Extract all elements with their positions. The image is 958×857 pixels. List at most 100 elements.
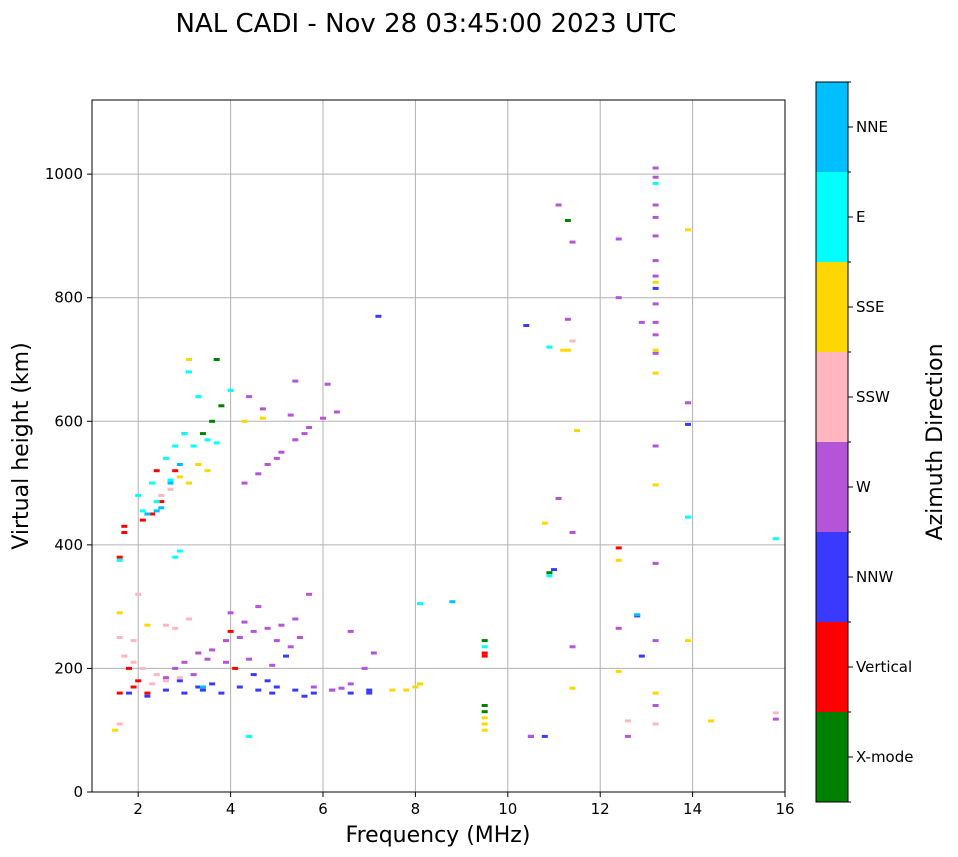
echo-point bbox=[204, 469, 211, 473]
echo-point bbox=[615, 670, 622, 673]
echo-point bbox=[269, 663, 276, 667]
echo-point bbox=[564, 219, 571, 222]
echo-point bbox=[181, 432, 188, 436]
echo-point bbox=[162, 679, 169, 683]
echo-point bbox=[417, 682, 423, 686]
echo-point bbox=[306, 426, 313, 429]
echo-point bbox=[144, 512, 151, 516]
echo-point bbox=[772, 537, 779, 541]
echo-point bbox=[652, 259, 659, 263]
x-axis-label: Frequency (MHz) bbox=[346, 823, 531, 848]
axis-ticks: 2 4 6 8 10 12 14 16 0 200 400 600 800 1000 bbox=[45, 165, 795, 818]
echo-point bbox=[273, 685, 280, 689]
echo-point bbox=[158, 493, 165, 497]
echo-point bbox=[218, 691, 225, 695]
echo-point bbox=[278, 450, 285, 454]
echo-point bbox=[162, 688, 169, 692]
echo-point bbox=[149, 481, 156, 485]
echo-point bbox=[652, 348, 659, 352]
echo-point bbox=[186, 617, 192, 621]
echo-point bbox=[162, 623, 169, 627]
echo-point bbox=[287, 413, 294, 417]
echo-point bbox=[292, 379, 299, 383]
echo-point bbox=[638, 654, 645, 658]
echo-point bbox=[708, 719, 715, 723]
echo-point bbox=[347, 629, 354, 633]
echo-point bbox=[232, 666, 239, 670]
y-tick-label: 0 bbox=[73, 783, 83, 801]
echo-point bbox=[389, 688, 396, 692]
echo-point bbox=[366, 691, 373, 695]
echo-point bbox=[481, 716, 488, 720]
echo-point bbox=[652, 280, 659, 284]
echo-point bbox=[186, 481, 192, 485]
colorbar: X-mode Vertical NNW W SSW SSE E NNE bbox=[815, 81, 913, 803]
echo-point bbox=[638, 320, 645, 324]
echo-point bbox=[320, 416, 326, 420]
echo-point bbox=[153, 469, 160, 473]
x-tick-label: 12 bbox=[591, 800, 610, 818]
echo-point bbox=[176, 676, 183, 680]
echo-point bbox=[172, 555, 179, 559]
echo-point bbox=[615, 296, 622, 300]
echo-point bbox=[264, 626, 271, 630]
echo-point bbox=[176, 463, 183, 466]
colorbar-segment bbox=[816, 172, 848, 262]
echo-point bbox=[135, 679, 142, 683]
echo-point bbox=[569, 645, 576, 649]
echo-point bbox=[481, 651, 488, 655]
echo-point bbox=[149, 682, 156, 686]
echo-point bbox=[186, 358, 192, 361]
echo-point bbox=[162, 676, 169, 680]
echo-point bbox=[347, 691, 354, 695]
echo-point bbox=[624, 719, 631, 723]
echo-point bbox=[259, 407, 266, 411]
echo-point bbox=[259, 416, 266, 420]
echo-point bbox=[158, 506, 165, 510]
echo-point bbox=[366, 688, 373, 692]
echo-point bbox=[116, 611, 123, 615]
echo-point bbox=[333, 410, 340, 414]
echo-point bbox=[121, 524, 128, 528]
echo-point bbox=[199, 432, 206, 436]
echo-point bbox=[481, 654, 488, 658]
echo-point bbox=[283, 654, 289, 658]
echo-point bbox=[144, 623, 151, 627]
echo-point bbox=[615, 558, 622, 562]
echo-point bbox=[555, 203, 562, 207]
colorbar-tick-label: E bbox=[856, 208, 865, 226]
echo-point bbox=[772, 711, 779, 715]
echo-point bbox=[481, 639, 488, 643]
echo-point bbox=[652, 371, 659, 375]
echo-point bbox=[481, 710, 488, 714]
colorbar-tick-label: NNE bbox=[856, 118, 888, 136]
echo-point bbox=[541, 734, 548, 738]
echo-point bbox=[481, 645, 488, 649]
echo-point bbox=[227, 388, 234, 392]
echo-point bbox=[652, 215, 659, 219]
echo-point bbox=[361, 666, 368, 670]
echo-point bbox=[130, 685, 137, 689]
y-tick-label: 400 bbox=[54, 536, 83, 554]
echo-point bbox=[652, 722, 659, 726]
echo-point bbox=[218, 404, 225, 408]
echo-point bbox=[652, 333, 659, 337]
colorbar-tick-label: Vertical bbox=[856, 658, 912, 676]
echo-point bbox=[250, 673, 257, 677]
y-tick-label: 200 bbox=[54, 659, 83, 677]
echo-point bbox=[329, 688, 336, 692]
echo-point bbox=[190, 673, 197, 677]
echo-point bbox=[685, 515, 691, 519]
echo-point bbox=[310, 691, 317, 695]
echo-point bbox=[241, 481, 248, 485]
data-points bbox=[112, 166, 779, 738]
echo-point bbox=[250, 629, 257, 633]
echo-point bbox=[227, 611, 234, 615]
echo-point bbox=[255, 605, 262, 609]
echo-point bbox=[227, 629, 234, 633]
echo-point bbox=[652, 175, 659, 179]
colorbar-segment bbox=[816, 352, 848, 442]
echo-point bbox=[153, 500, 160, 504]
echo-point bbox=[310, 685, 317, 689]
echo-point bbox=[116, 691, 123, 695]
